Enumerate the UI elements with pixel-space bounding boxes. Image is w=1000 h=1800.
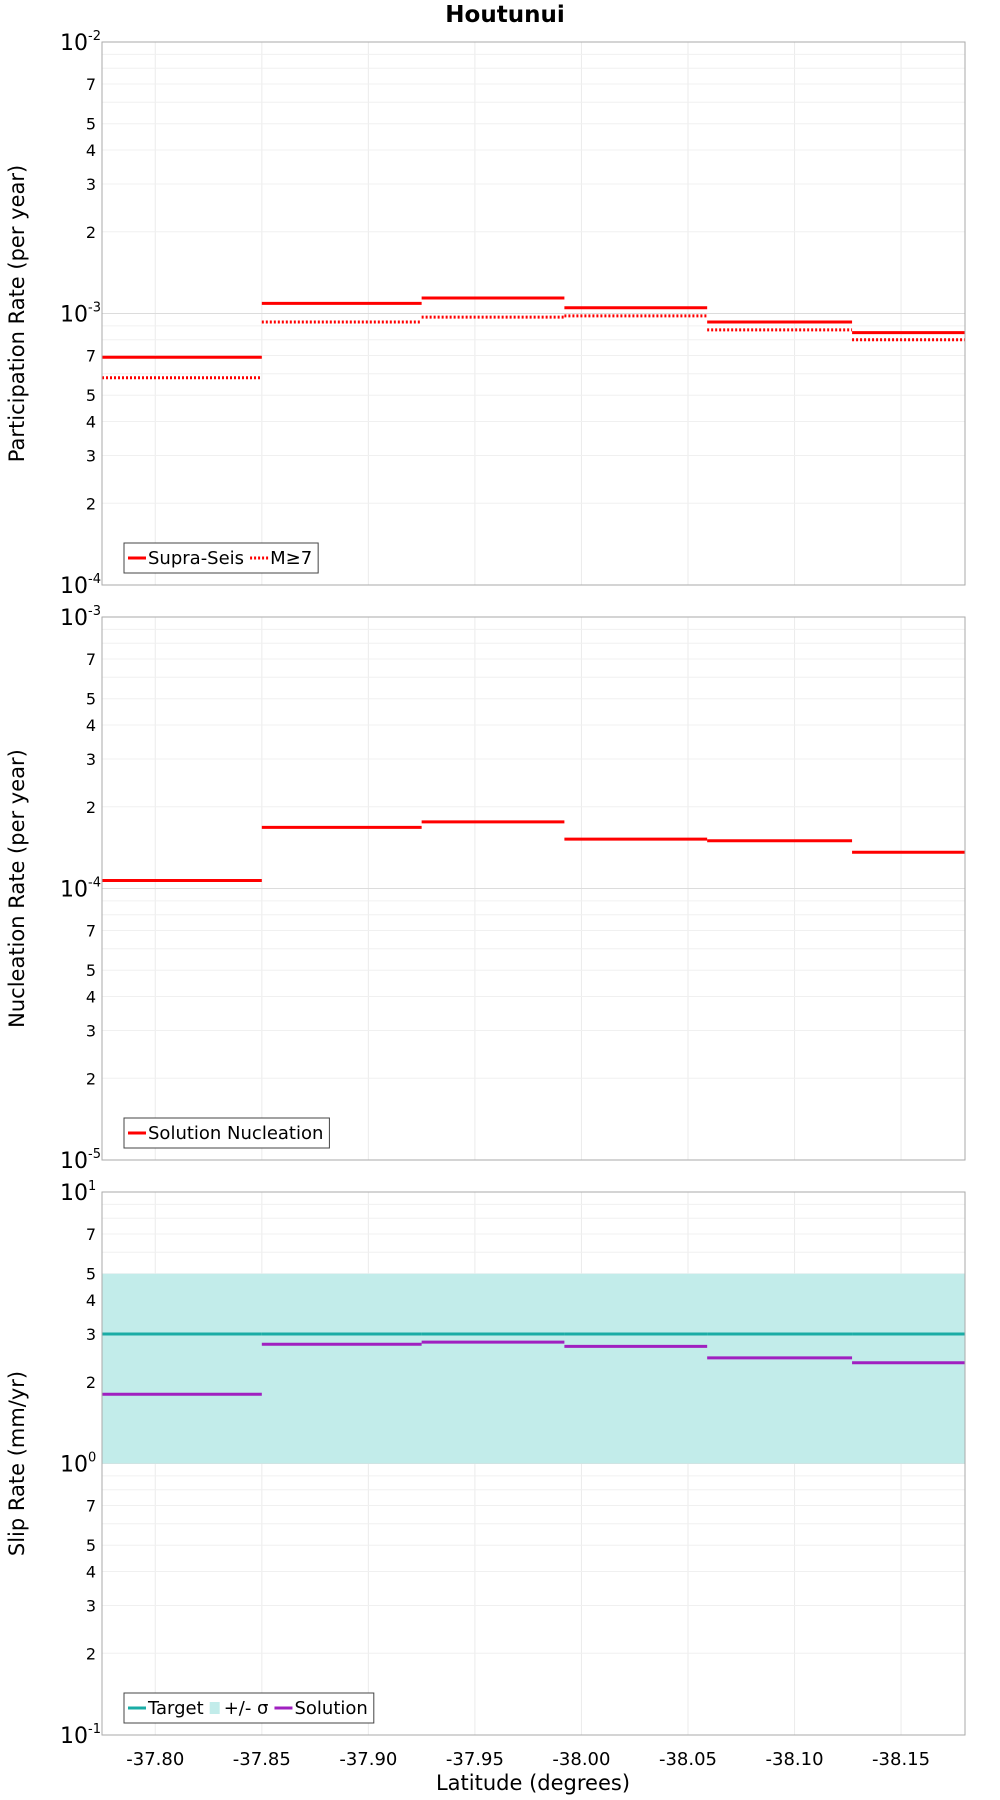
y-tick-label-minor: 3 [86,1325,96,1344]
y-tick-exponent: -1 [88,1722,101,1737]
legend-entry: +/- σ [224,1698,269,1719]
y-tick-label: 10 [60,31,88,56]
y-tick-label-minor: 5 [86,386,96,405]
x-tick-label: -37.95 [446,1749,504,1770]
y-tick-label: 10 [60,574,88,599]
y-tick-label: 10 [60,303,88,328]
legend: Solution Nucleation [123,1117,330,1149]
legend: Target +/- σ Solution [123,1692,375,1724]
plot-frame [101,1191,966,1736]
y-tick-label-minor: 3 [86,1596,96,1615]
y-tick-label-minor: 5 [86,1536,96,1555]
plot-frame [101,616,966,1161]
x-axis-label: Latitude (degrees) [436,1771,630,1795]
legend-frame [123,1692,375,1724]
y-tick-label-minor: 2 [86,1373,96,1392]
y-tick-label-minor: 3 [86,750,96,769]
y-tick-label-minor: 4 [86,988,96,1007]
y-tick-label: 10 [60,1181,88,1206]
y-tick-label-minor: 4 [86,716,96,735]
y-tick-label-minor: 7 [86,650,96,669]
y-tick-label-minor: 5 [86,115,96,134]
legend-swatch-band [209,1702,220,1714]
y-tick-label-minor: 5 [86,1265,96,1284]
y-tick-label: 10 [60,1149,88,1174]
x-tick-label: -37.90 [339,1749,397,1770]
y-tick-label-minor: 5 [86,690,96,709]
y-tick-label-minor: 7 [86,1497,96,1516]
y-tick-label-minor: 4 [86,1291,96,1310]
y-tick-exponent: -3 [88,604,101,619]
legend-entry: Solution [294,1698,367,1719]
y-tick-label: 10 [60,1724,88,1749]
y-tick-label-minor: 7 [86,75,96,94]
y-axis-label: Participation Rate (per year) [5,165,29,462]
x-tick-label: -38.05 [659,1749,717,1770]
y-tick-label-minor: 4 [86,413,96,432]
y-tick-label-minor: 3 [86,175,96,194]
legend-entry: Solution Nucleation [148,1123,323,1144]
chart-title: Houtunui [445,2,564,28]
y-tick-exponent: -4 [88,572,101,587]
y-tick-label-minor: 3 [86,446,96,465]
y-axis-label: Slip Rate (mm/yr) [5,1371,29,1556]
y-tick-label-minor: 5 [86,961,96,980]
y-tick-label: 10 [60,878,88,903]
legend-entry: M≥7 [270,548,312,569]
legend-entry: Target [147,1698,204,1719]
plot-frame [101,41,966,586]
x-tick-label: -37.85 [233,1749,291,1770]
legend-frame [123,1117,330,1149]
x-tick-label: -38.15 [872,1749,930,1770]
y-tick-label-minor: 7 [86,922,96,941]
y-tick-label: 10 [60,606,88,631]
y-tick-label-minor: 2 [86,798,96,817]
y-tick-label-minor: 2 [86,1069,96,1088]
y-tick-exponent: 1 [88,1179,96,1194]
x-tick-label: -38.10 [766,1749,824,1770]
y-tick-label-minor: 7 [86,1225,96,1244]
sigma-band [102,1273,965,1464]
y-tick-label-minor: 2 [86,1644,96,1663]
y-tick-exponent: -5 [88,1147,101,1162]
x-tick-label: -37.80 [126,1749,184,1770]
legend: Supra-Seis M≥7 [123,542,319,574]
y-tick-label: 10 [60,1453,88,1478]
y-tick-exponent: -4 [88,876,101,891]
y-tick-label-minor: 2 [86,223,96,242]
legend-frame [123,542,319,574]
y-axis-label: Nucleation Rate (per year) [5,749,29,1028]
y-tick-exponent: -2 [88,29,101,44]
y-tick-label-minor: 4 [86,1563,96,1582]
y-tick-exponent: -3 [88,301,101,316]
y-tick-exponent: 0 [88,1451,96,1466]
legend-entry: Supra-Seis [148,548,244,569]
y-tick-label-minor: 7 [86,347,96,366]
y-tick-label-minor: 2 [86,494,96,513]
y-tick-label-minor: 4 [86,141,96,160]
x-tick-label: -38.00 [552,1749,610,1770]
y-tick-label-minor: 3 [86,1021,96,1040]
